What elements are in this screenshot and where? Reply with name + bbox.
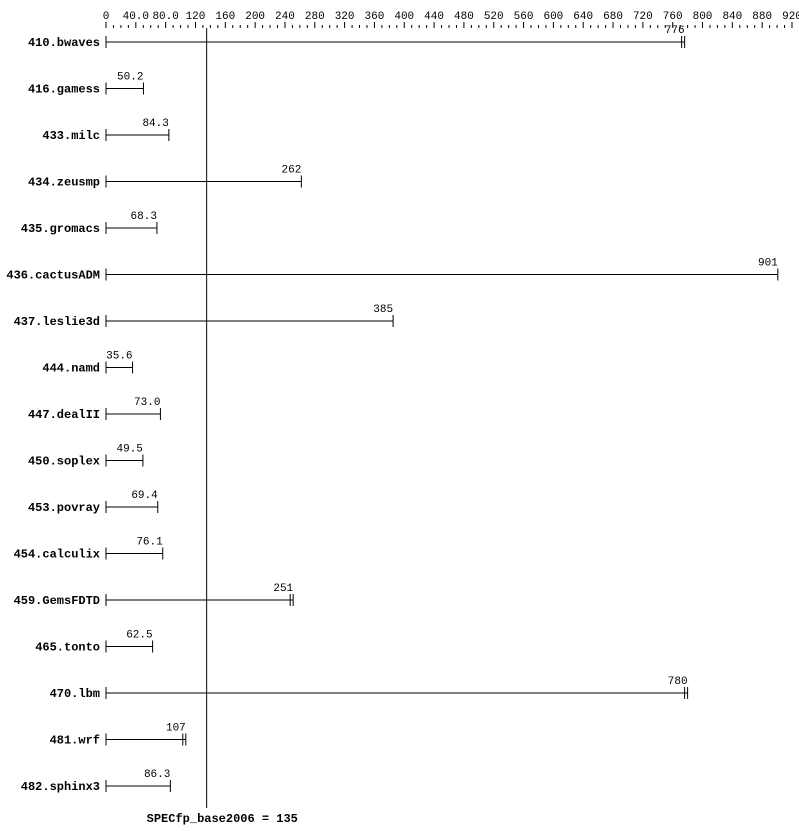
bar-value-label: 35.6 [106,351,132,363]
bar-value-label: 901 [758,258,778,270]
bar-value-label: 69.4 [131,490,158,502]
chart-background [0,0,799,831]
benchmark-label: 453.povray [28,501,100,515]
benchmark-label: 416.gamess [28,83,100,97]
x-tick-label: 200 [245,11,265,23]
x-tick-label: 720 [633,11,653,23]
x-tick-label: 600 [543,11,563,23]
x-tick-label: 760 [663,11,683,23]
x-tick-label: 520 [484,11,504,23]
bar-value-label: 385 [373,304,393,316]
benchmark-label: 444.namd [42,362,100,376]
benchmark-label: 481.wrf [50,734,100,748]
benchmark-label: 454.calculix [14,548,100,562]
x-tick-label: 80.0 [152,11,178,23]
benchmark-label: 437.leslie3d [14,315,100,329]
bar-value-label: 50.2 [117,72,143,84]
x-tick-label: 800 [693,11,713,23]
x-tick-label: 40.0 [123,11,149,23]
bar-value-label: 780 [668,676,688,688]
x-tick-label: 360 [365,11,385,23]
benchmark-label: 459.GemsFDTD [14,594,100,608]
x-tick-label: 560 [514,11,534,23]
benchmark-label: 465.tonto [35,641,100,655]
benchmark-label: 436.cactusADM [6,269,100,283]
bar-value-label: 62.5 [126,630,152,642]
x-tick-label: 320 [335,11,355,23]
bar-value-label: 84.3 [142,118,168,130]
benchmark-label: 470.lbm [50,687,100,701]
bar-value-label: 776 [665,25,685,37]
benchmark-label: 410.bwaves [28,36,100,50]
x-tick-label: 280 [305,11,325,23]
spec-benchmark-chart: 0 40.080.0 120 160 200 240 280 320 360 400 440 480 5… [0,0,799,831]
benchmark-label: 433.milc [42,129,100,143]
x-tick-label: 840 [722,11,742,23]
benchmark-label: 450.soplex [28,455,100,469]
x-tick-label: 120 [186,11,206,23]
bar-value-label: 107 [166,723,186,735]
bar-value-label: 262 [282,165,302,177]
bar-value-label: 49.5 [117,444,143,456]
bar-value-label: 86.3 [144,769,170,781]
x-tick-label: 640 [573,11,593,23]
x-tick-label: 920 [782,11,799,23]
x-tick-label: 0 [103,11,110,23]
bar-value-label: 73.0 [134,397,160,409]
x-tick-label: 680 [603,11,623,23]
x-tick-label: 440 [424,11,444,23]
bar-value-label: 251 [273,583,293,595]
x-tick-label: 880 [752,11,772,23]
x-tick-label: 480 [454,11,474,23]
bar-value-label: 76.1 [136,537,163,549]
x-tick-label: 160 [215,11,235,23]
benchmark-label: 434.zeusmp [28,176,100,190]
x-tick-label: 240 [275,11,295,23]
benchmark-label: 447.dealII [28,408,100,422]
bar-value-label: 68.3 [131,211,157,223]
x-tick-label: 400 [394,11,414,23]
reference-label: SPECfp_base2006 = 135 [147,812,298,826]
benchmark-label: 482.sphinx3 [21,780,100,794]
benchmark-label: 435.gromacs [21,222,100,236]
